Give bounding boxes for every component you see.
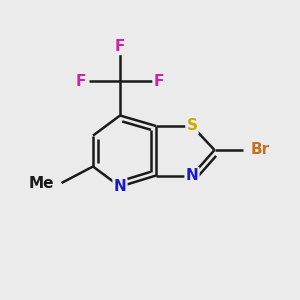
Text: Br: Br xyxy=(250,142,270,158)
Text: F: F xyxy=(115,39,125,54)
Text: F: F xyxy=(154,74,164,88)
Text: F: F xyxy=(76,74,86,88)
Text: Me: Me xyxy=(28,176,54,190)
Text: N: N xyxy=(186,168,198,183)
Text: S: S xyxy=(187,118,197,134)
Text: N: N xyxy=(114,179,126,194)
